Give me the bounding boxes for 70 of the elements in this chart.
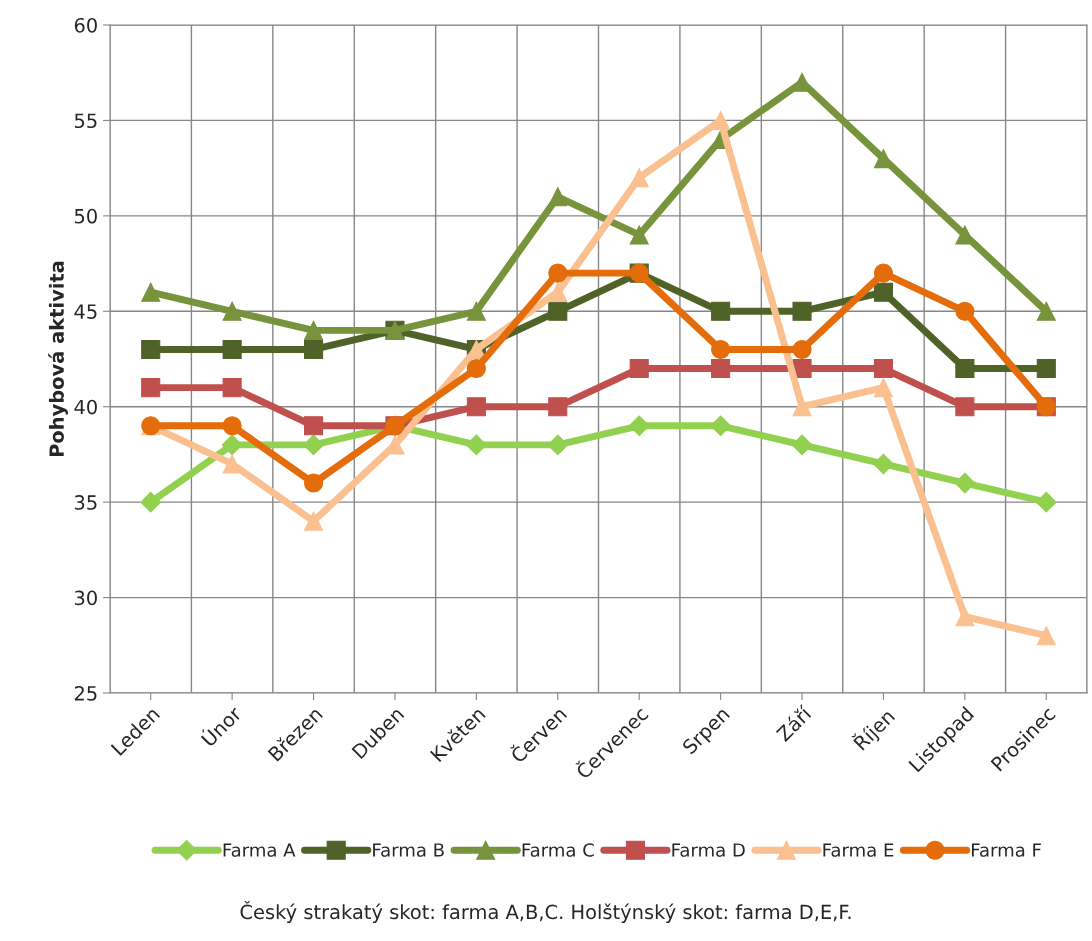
legend-label: Farma D xyxy=(672,843,745,857)
text: Český strakatý skot: farma A,B,C. Holštýnský skot: farma D,E,F. xyxy=(240,900,851,924)
point xyxy=(792,339,812,359)
point xyxy=(711,301,731,321)
point xyxy=(303,473,324,493)
point xyxy=(221,434,243,456)
y-tick-label: 55 xyxy=(74,113,97,129)
y-tick-label: 30 xyxy=(74,590,97,606)
point xyxy=(141,282,161,302)
point xyxy=(222,416,242,436)
point xyxy=(792,397,812,417)
point xyxy=(1036,301,1056,321)
point xyxy=(303,511,324,531)
point xyxy=(792,301,812,321)
y-tick-label: 40 xyxy=(74,399,97,415)
point xyxy=(629,225,649,245)
y-tick-label: 25 xyxy=(74,685,97,701)
point xyxy=(547,434,569,456)
point xyxy=(466,359,486,379)
point xyxy=(303,339,324,359)
y-tick-label: 50 xyxy=(74,208,97,224)
y-tick-label: 60 xyxy=(74,17,97,33)
point xyxy=(1036,626,1056,646)
point xyxy=(140,491,162,513)
point xyxy=(466,434,487,456)
point xyxy=(711,359,731,379)
point xyxy=(629,168,649,188)
point xyxy=(222,339,242,359)
point xyxy=(303,416,324,436)
point xyxy=(711,110,731,130)
point xyxy=(466,397,486,417)
point xyxy=(1036,359,1056,379)
point xyxy=(955,359,975,379)
y-axis-title: Pohybová aktivita xyxy=(48,261,68,457)
point xyxy=(141,378,161,398)
point xyxy=(873,359,894,379)
y-tick-label: 35 xyxy=(74,495,97,510)
point xyxy=(548,187,568,207)
point xyxy=(873,263,894,283)
point xyxy=(548,397,568,417)
point xyxy=(303,320,324,340)
point xyxy=(1035,491,1057,513)
legend-label: Farma C xyxy=(522,843,594,857)
point xyxy=(792,359,812,379)
y-tick-label: 45 xyxy=(74,304,97,319)
point xyxy=(548,301,568,321)
point xyxy=(955,397,975,417)
point xyxy=(629,359,649,379)
point xyxy=(711,339,731,359)
legend-label: Farma B xyxy=(373,843,444,857)
point xyxy=(548,282,568,302)
point xyxy=(955,301,975,321)
point xyxy=(873,453,894,475)
point xyxy=(710,415,731,437)
point xyxy=(628,415,650,437)
point xyxy=(222,301,242,321)
point xyxy=(466,301,486,321)
point xyxy=(873,378,894,398)
point xyxy=(222,378,242,398)
point xyxy=(548,263,568,283)
point xyxy=(954,472,976,494)
legend-label: Farma E xyxy=(823,843,894,857)
point xyxy=(141,339,161,359)
point xyxy=(955,607,975,627)
point xyxy=(222,454,242,474)
legend-label: Farma F xyxy=(971,843,1041,857)
point xyxy=(791,434,813,456)
point xyxy=(873,282,894,302)
point xyxy=(303,434,324,456)
legend-label: Farma A xyxy=(223,843,296,857)
